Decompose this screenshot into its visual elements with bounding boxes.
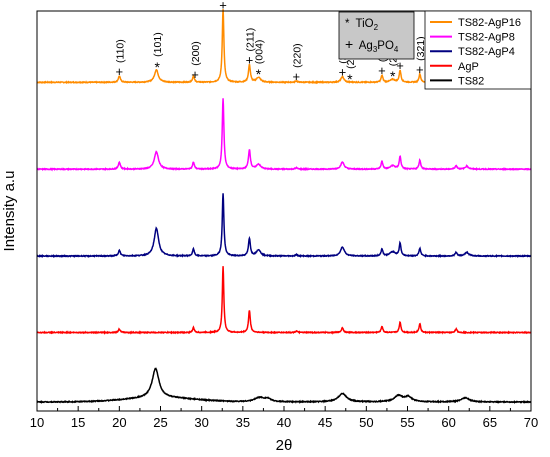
peak-marker: + — [293, 69, 301, 84]
legend-label: TS82-AgP16 — [458, 17, 521, 29]
x-tick-label: 15 — [71, 415, 85, 430]
x-tick-label: 10 — [30, 415, 44, 430]
agp-text: Ag — [359, 40, 373, 52]
peak-marker: + — [396, 58, 404, 73]
peak-annotations: +(110)*(101)+(200)+(210)+(211)*(004)+(22… — [114, 0, 473, 87]
peak-marker: + — [339, 65, 347, 80]
peak-marker: + — [246, 52, 254, 67]
series-line-agp — [36, 266, 532, 335]
agp-sub1: 3 — [373, 45, 378, 54]
x-tick-label: 50 — [359, 415, 373, 430]
agp-symbol: + — [345, 36, 353, 52]
series-line-ts82-agp8 — [36, 98, 532, 172]
peak-hkl-label: (200) — [190, 41, 202, 66]
x-tick-label: 60 — [441, 415, 455, 430]
peak-hkl-label: (101) — [152, 32, 164, 57]
peak-hkl-label: (321) — [415, 36, 427, 61]
phase-key-tio2: * TiO2 — [345, 18, 379, 32]
x-tick-label: 55 — [400, 415, 414, 430]
series-line-ts82-agp4 — [36, 193, 532, 259]
peak-marker: * — [256, 66, 262, 82]
phase-key-agp: + Ag3PO4 — [345, 36, 399, 54]
y-axis-label: Intensity a.u — [1, 171, 18, 252]
agp-mid: PO — [377, 40, 394, 52]
peak-marker: * — [347, 71, 353, 87]
peak-marker: * — [390, 68, 396, 84]
tio2-symbol: * — [345, 18, 350, 30]
peak-marker: + — [378, 63, 386, 78]
peak-marker: + — [191, 67, 199, 82]
agp-sub2: 4 — [394, 45, 399, 54]
series-line-ts82 — [36, 367, 532, 404]
x-tick-label: 30 — [194, 415, 208, 430]
legend: TS82-AgP16 TS82-AgP8 TS82-AgP4 AgP TS82 — [424, 10, 532, 90]
peak-marker: + — [416, 62, 424, 77]
x-tick-label: 70 — [524, 415, 538, 430]
legend-label: TS82 — [458, 75, 484, 87]
legend-label: TS82-AgP8 — [458, 32, 515, 44]
peak-marker: * — [154, 59, 160, 75]
x-axis-label: 2θ — [276, 437, 293, 454]
peak-hkl-label: (110) — [114, 39, 126, 63]
x-tick-label: 40 — [277, 415, 291, 430]
legend-label: AgP — [458, 61, 479, 73]
legend-box — [424, 10, 532, 90]
peak-marker: + — [219, 0, 227, 12]
peak-hkl-label: (211) — [244, 28, 256, 52]
tio2-text: TiO — [355, 18, 373, 30]
x-tick-label: 25 — [153, 415, 167, 430]
peak-hkl-label: (220) — [291, 43, 303, 68]
peak-marker: + — [116, 64, 124, 79]
peak-hkl-label: (004) — [253, 40, 265, 65]
x-tick-label: 20 — [112, 415, 126, 430]
x-tick-label: 35 — [236, 415, 250, 430]
legend-label: TS82-AgP4 — [458, 46, 515, 58]
phase-key-box — [338, 11, 415, 60]
x-tick-label: 45 — [318, 415, 332, 430]
x-axis: 10 15 20 25 30 35 40 45 50 55 60 65 70 — [30, 406, 538, 430]
x-tick-label: 65 — [483, 415, 497, 430]
phase-key: * TiO2 + Ag3PO4 — [338, 11, 415, 60]
